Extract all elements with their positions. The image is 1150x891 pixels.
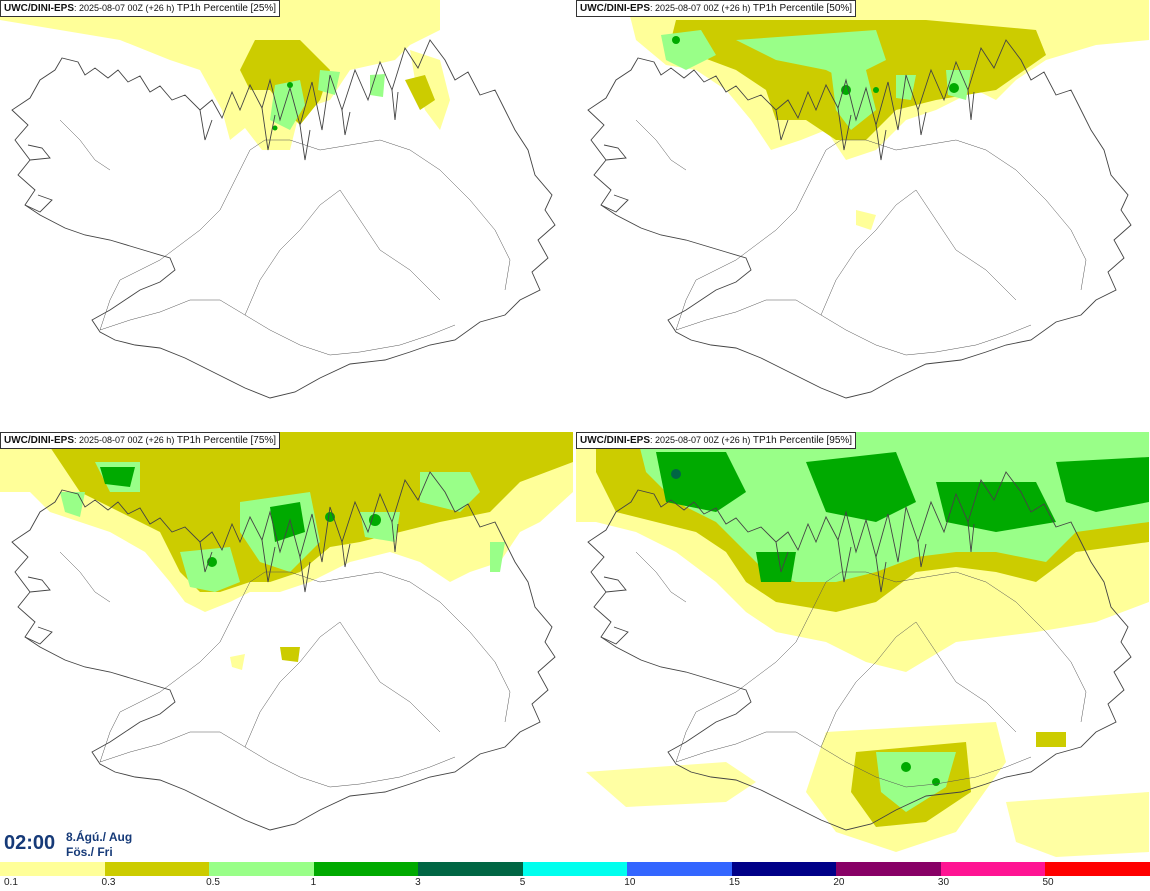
precip-field: [0, 432, 573, 670]
road-network: [635, 119, 1087, 356]
legend-swatch: [0, 862, 106, 876]
panel-title: UWC/DINI-EPS: 2025-08-07 00Z (+26 h) TP1…: [0, 432, 281, 449]
panel-title: UWC/DINI-EPS: 2025-08-07 00Z (+26 h) TP1…: [576, 0, 857, 17]
legend-label: 3: [415, 877, 421, 888]
legend-swatch: [1045, 862, 1150, 876]
legend-swatch: [418, 862, 524, 876]
precip-map: [0, 0, 556, 399]
legend-label: 5: [519, 877, 526, 888]
legend-swatch: [313, 862, 420, 876]
map-panel-p75: UWC/DINI-EPS: 2025-08-07 00Z (+26 h) TP1…: [0, 432, 573, 863]
legend-swatch: [522, 862, 629, 876]
precip-field: [576, 432, 1149, 857]
map-panel-p25: UWC/DINI-EPS: 2025-08-07 00Z (+26 h) TP1…: [0, 0, 573, 431]
color-legend: 0.1 0.3 0.5 1 3 5 10 15 20 30 50: [0, 862, 1150, 891]
valid-time: 02:00: [4, 832, 56, 854]
valid-time-box: 02:00 8.Ágú./ Aug Fös./ Fri: [0, 826, 135, 860]
legend-label: 20: [833, 877, 845, 888]
legend-label: 10: [624, 877, 636, 888]
precip-map: [0, 432, 573, 831]
legend-label: 30: [937, 877, 950, 888]
map-panel-p95: UWC/DINI-EPS: 2025-08-07 00Z (+26 h) TP1…: [576, 432, 1149, 863]
legend-label: 15: [728, 877, 740, 888]
legend-label: 0.5: [206, 877, 220, 888]
legend-label: 0.1: [4, 877, 18, 888]
precip-map: [587, 0, 1149, 399]
map-panel-p50: UWC/DINI-EPS: 2025-08-07 00Z (+26 h) TP1…: [576, 0, 1149, 431]
valid-weekday: Fös./ Fri: [66, 845, 113, 859]
legend-swatch: [731, 862, 838, 876]
valid-date: 8.Ágú./ Aug: [66, 830, 133, 844]
panel-title: UWC/DINI-EPS: 2025-08-07 00Z (+26 h) TP1…: [0, 0, 281, 17]
legend-label: 0.3: [101, 877, 116, 888]
road-network: [59, 119, 511, 356]
panel-title: UWC/DINI-EPS: 2025-08-07 00Z (+26 h) TP1…: [576, 432, 857, 449]
legend-swatch: [104, 862, 211, 876]
precip-field: [626, 0, 1149, 230]
legend-swatch: [836, 862, 942, 876]
legend-label: 50: [1042, 877, 1054, 888]
precip-map: [576, 432, 1149, 857]
legend-swatch: [627, 862, 733, 876]
legend-swatch: [209, 862, 315, 876]
legend-label: 1: [310, 877, 317, 888]
legend-swatch: [940, 862, 1047, 876]
